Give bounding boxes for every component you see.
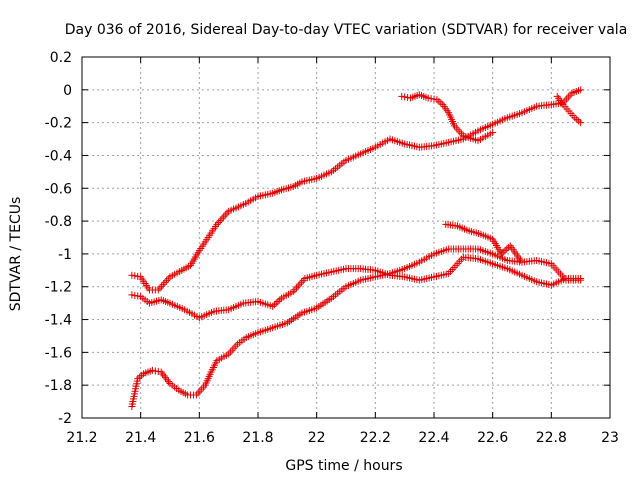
data-point [163,277,171,285]
data-point [216,217,224,225]
data-point [269,302,277,310]
data-point [270,301,278,309]
data-point [291,286,299,294]
data-point [158,282,166,290]
data-point [430,95,438,103]
data-point [293,284,301,292]
series-segment-lower-right [442,220,526,266]
chart-title: Day 036 of 2016, Sidereal Day-to-day VTE… [65,22,628,38]
tick-labels: 21.2 21.4 21.6 21.8 22 22.2 22.4 22.6 22.8 23 -2 -1… [45,50,619,446]
y-tick-label: -0.2 [45,116,72,132]
data-point [218,215,226,223]
x-tick-label: 22.8 [536,430,567,446]
x-tick-label: 21.2 [66,430,97,446]
data-point [159,280,167,288]
y-tick-label: -0.6 [45,181,72,197]
data-point [154,368,162,376]
x-tick-label: 22.2 [360,430,391,446]
x-tick-label: 22.6 [477,430,508,446]
data-point [427,95,435,103]
series-trace-lower [128,245,585,411]
data-point [274,297,282,305]
y-tick-label: -1.2 [45,280,72,296]
data-point [294,282,302,290]
series-trace-middle [128,253,585,322]
data-point [148,366,156,374]
x-tick-label: 21.6 [184,430,215,446]
data-point [131,291,139,299]
data-point [497,250,505,258]
y-tick-label: -2 [58,411,72,427]
data-point [220,213,228,221]
data-point [131,272,139,280]
data-point [164,275,172,283]
plot-frame [81,56,611,419]
y-tick-label: 0 [63,83,72,99]
data-point [398,92,406,100]
data-point [161,279,169,287]
y-tick-label: -0.8 [45,214,72,230]
data-point [298,278,306,286]
series-trace-upper [128,86,585,294]
data-point [134,292,142,300]
series-segment-upper-right [398,91,497,145]
y-tick-label: -1.8 [45,378,72,394]
data-point [221,211,229,219]
x-tick-label: 22.4 [418,430,449,446]
data-point [501,247,509,255]
data-point [577,276,585,284]
data-point [128,291,136,299]
data-point [424,94,432,102]
data-point [134,272,142,280]
y-tick-label: -1 [58,247,72,263]
data-point [223,209,231,217]
x-axis-label: GPS time / hours [285,458,402,474]
data-point [215,218,223,226]
data-point [401,93,409,101]
data-point [518,258,526,266]
y-tick-label: -1.4 [45,313,72,329]
x-tick-label: 21.8 [242,430,273,446]
data-point [489,128,497,136]
series-segment-top-end [553,92,585,127]
data-point [499,248,507,256]
y-tick-label: -1.6 [45,345,72,361]
axis-ticks [81,56,611,419]
x-tick-label: 21.4 [125,430,156,446]
data-point [577,119,585,127]
data-point [276,296,284,304]
x-tick-label: 22 [308,430,326,446]
data-point [151,367,159,375]
data-points [128,86,585,411]
data-point [577,86,585,94]
y-tick-label: 0.2 [50,50,72,66]
data-point [503,245,511,253]
data-point [128,271,136,279]
data-point [272,299,280,307]
data-point [156,284,164,292]
y-axis-label: SDTVAR / TECUs [8,197,24,312]
x-tick-label: 23 [601,430,619,446]
y-tick-label: -0.4 [45,148,72,164]
grid-lines [82,57,610,418]
